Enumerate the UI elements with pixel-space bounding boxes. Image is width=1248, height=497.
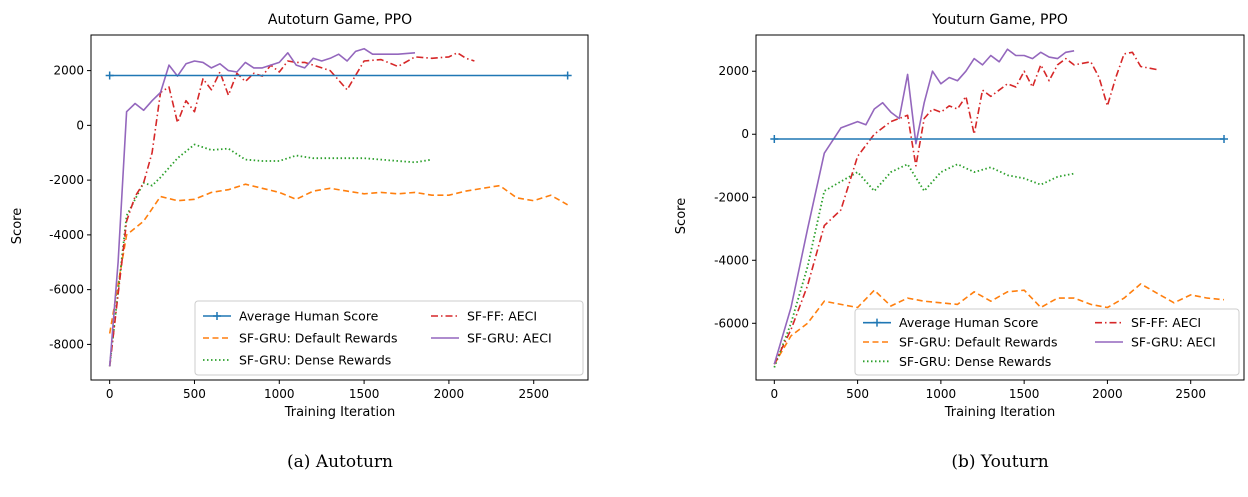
legend-frame (194, 300, 584, 376)
x-tick-label: 1500 (349, 387, 380, 401)
y-tick-label: 0 (741, 127, 749, 141)
x-tick-label: 1000 (926, 387, 957, 401)
caption-a: (a) Autoturn (287, 452, 393, 472)
chart-title: Autoturn Game, PPO (268, 12, 412, 28)
y-tick-label: -4000 (714, 253, 749, 267)
plot-frame (755, 34, 1245, 381)
x-tick-label: 2500 (1175, 387, 1206, 401)
y-tick-label: 2000 (718, 64, 749, 78)
legend-label-sf-gru-aeci: SF-GRU: AECI (1131, 335, 1216, 350)
x-tick-label: 0 (771, 387, 779, 401)
legend-label-sf-gru-aeci: SF-GRU: AECI (467, 331, 552, 346)
x-tick-label: 1500 (1009, 387, 1040, 401)
x-tick-label: 2000 (1092, 387, 1123, 401)
y-tick-label: 0 (76, 118, 84, 132)
legend-label-sf-gru-dense-rewards: SF-GRU: Dense Rewards (899, 354, 1051, 369)
data-point-marker (1220, 134, 1229, 143)
data-point-marker (563, 71, 572, 80)
x-tick-label: 2000 (434, 387, 465, 401)
figure: Autoturn Game, PPO Training Iteration Sc… (10, 12, 1245, 420)
panel-youturn: Youturn Game, PPO Training Iteration Sco… (674, 12, 1245, 420)
legend: Average Human Score SF-GRU: Default Rewar… (194, 300, 584, 376)
caption-b: (b) Youturn (951, 452, 1049, 472)
x-tick-label: 500 (846, 387, 869, 401)
legend: Average Human Score SF-GRU: Default Rewar… (854, 308, 1240, 376)
x-tick-label: 2500 (518, 387, 549, 401)
legend-marker (213, 312, 221, 320)
x-axis-label: Training Iteration (944, 405, 1056, 420)
y-tick-label: 2000 (53, 64, 84, 78)
series-group (770, 48, 1229, 368)
panel-autoturn: Autoturn Game, PPO Training Iteration Sc… (10, 12, 589, 420)
series-group (105, 47, 572, 367)
series-line-sf-gru-dense-rewards (108, 143, 433, 367)
plot-frame (90, 34, 589, 381)
series-line-sf-gru-aeci (773, 48, 1075, 365)
y-tick-label: -8000 (49, 337, 84, 351)
y-axis-label: Score (10, 208, 25, 244)
legend-label-average-human-score: Average Human Score (239, 309, 379, 324)
x-axis-label: Training Iteration (284, 405, 396, 420)
legend-label-sf-ff-aeci: SF-FF: AECI (467, 309, 537, 324)
y-axis-label: Score (674, 198, 689, 234)
legend-label-sf-gru-default-rewards: SF-GRU: Default Rewards (899, 335, 1058, 350)
y-tick-label: -6000 (714, 316, 749, 330)
x-tick-label: 1000 (264, 387, 295, 401)
legend-label-average-human-score: Average Human Score (899, 315, 1039, 330)
data-point-marker (770, 134, 779, 143)
series-line-sf-gru-aeci (108, 47, 416, 367)
chart-title: Youturn Game, PPO (931, 12, 1068, 28)
legend-label-sf-gru-dense-rewards: SF-GRU: Dense Rewards (239, 353, 391, 368)
series-line-sf-gru-default-rewards (108, 183, 568, 334)
y-tick-label: -4000 (49, 228, 84, 242)
y-tick-label: -6000 (49, 283, 84, 297)
series-line-sf-gru-dense-rewards (773, 163, 1075, 368)
x-tick-label: 500 (183, 387, 206, 401)
legend-label-sf-ff-aeci: SF-FF: AECI (1131, 315, 1201, 330)
series-line-sf-ff-aeci (773, 51, 1158, 365)
legend-marker (873, 318, 881, 327)
legend-label-sf-gru-default-rewards: SF-GRU: Default Rewards (239, 331, 398, 346)
y-tick-label: -2000 (714, 190, 749, 204)
y-tick-label: -2000 (49, 173, 84, 187)
series-line-sf-gru-default-rewards (773, 283, 1225, 365)
legend-frame (854, 308, 1240, 376)
x-tick-label: 0 (106, 387, 114, 401)
data-point-marker (105, 71, 114, 80)
